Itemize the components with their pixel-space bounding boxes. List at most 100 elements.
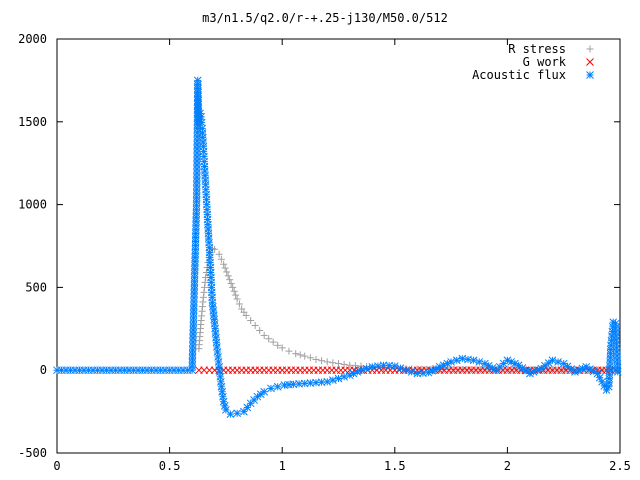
acoustic-flux-point [189,314,198,322]
acoustic-flux-point [458,354,467,363]
acoustic-flux-point [452,356,461,365]
x-tick-label: 0 [53,459,60,473]
x-tick-label: 0.5 [159,459,181,473]
r-stress-point [318,357,326,365]
acoustic-flux-point [329,376,337,384]
acoustic-flux-point [526,369,534,378]
r-stress-point [201,283,209,291]
r-stress-point [224,272,232,280]
acoustic-flux-point [586,365,594,373]
r-stress-point [306,354,314,362]
r-stress-point [221,264,229,272]
acoustic-flux-point [554,358,562,366]
acoustic-flux-point [362,364,371,373]
r-stress-point [285,347,293,355]
y-tick-label: 1000 [18,198,47,212]
y-tick-labels: -500 0 500 1000 1500 2000 [18,32,47,460]
r-stress-point [199,293,207,301]
acoustic-flux-point [273,382,282,391]
legend-marker [586,45,594,53]
acoustic-flux-point [475,358,484,366]
legend-label: Acoustic flux [472,68,566,82]
r-stress-point [265,335,273,343]
series-r-stress [195,244,619,374]
r-stress-point [229,283,237,291]
r-stress-point [292,350,300,358]
acoustic-flux-point [323,377,332,386]
acoustic-flux-point [353,368,362,376]
acoustic-flux-point [484,361,493,370]
r-stress-point [232,291,240,299]
acoustic-flux-point [267,384,275,393]
acoustic-flux-point [488,364,497,372]
acoustic-flux-point [402,366,410,375]
acoustic-flux-point [233,409,242,418]
axis-ticks [56,38,621,454]
acoustic-flux-point [226,410,235,418]
acoustic-flux-point [214,353,222,361]
plot-frame [56,38,621,454]
r-stress-point [217,255,225,263]
legend-marker [586,58,594,66]
r-stress-point [256,326,264,334]
acoustic-flux-point [188,342,197,350]
r-stress-point [227,280,235,288]
y-tick-label: 0 [40,363,47,377]
acoustic-flux-point [605,374,614,383]
legend-label: G work [523,55,567,69]
y-tick-label: -500 [18,446,47,460]
r-stress-point [278,344,286,352]
acoustic-flux-point [243,403,252,412]
r-stress-point [230,287,238,295]
x-tick-label: 2 [504,459,511,473]
r-stress-point [226,276,234,284]
r-stress-point [247,317,255,325]
series-acoustic-flux [53,76,622,418]
r-stress-point [329,359,337,367]
acoustic-flux-point [469,356,478,365]
legend-label: R stress [508,42,566,56]
acoustic-flux-point [548,356,557,365]
r-stress-point [215,250,223,258]
r-stress-point [301,352,309,360]
r-stress-point [200,288,208,296]
acoustic-flux-point [613,368,622,376]
chart-title: m3/n1.5/q2.0/r-+.25-j130/M50.0/512 [202,11,448,25]
y-tick-label: 1500 [18,115,47,129]
data-marks [53,76,622,418]
acoustic-flux-point [213,343,221,351]
acoustic-flux-point [447,358,455,366]
acoustic-flux-point [334,374,343,383]
r-stress-point [233,295,241,303]
acoustic-flux-point [260,387,269,396]
legend-marker [586,71,594,79]
x-tick-label: 2.5 [609,459,631,473]
acoustic-flux-point [578,364,587,373]
acoustic-flux-point [357,366,365,375]
r-stress-point [335,360,342,368]
r-stress-point [312,355,320,363]
y-tick-label: 500 [25,280,47,294]
r-stress-point [220,260,228,268]
acoustic-flux-point [340,372,348,381]
r-stress-point [323,358,331,366]
x-tick-labels: 0 0.5 1 1.5 2 2.5 [53,459,630,473]
r-stress-point [242,312,250,320]
r-stress-point [260,331,268,339]
r-stress-point [274,341,282,349]
r-stress-point [235,300,243,308]
acoustic-flux-point [511,359,519,368]
acoustic-flux-point [210,315,219,324]
acoustic-flux-point [481,359,489,368]
r-stress-point [269,338,277,346]
x-tick-label: 1 [279,459,286,473]
r-stress-point [296,351,304,359]
r-stress-point [223,268,231,276]
acoustic-flux-point [507,358,516,366]
acoustic-flux-point [582,363,591,371]
x-tick-label: 1.5 [384,459,406,473]
r-stress-point [201,278,209,286]
acoustic-flux-point [197,118,206,127]
